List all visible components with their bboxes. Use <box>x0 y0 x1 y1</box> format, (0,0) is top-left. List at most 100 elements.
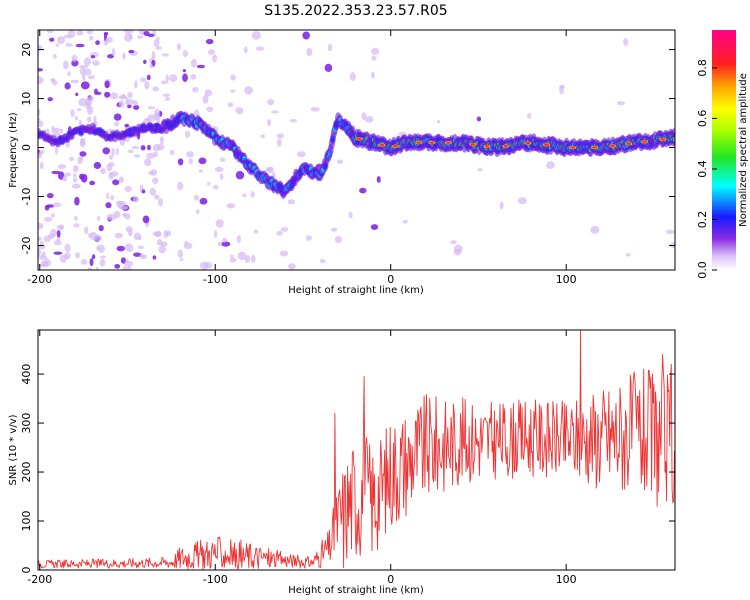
spectrogram-noise-blob <box>331 227 338 232</box>
spectrogram-noise-blob <box>237 251 247 261</box>
spectrogram-noise-blob <box>51 213 55 218</box>
spectrogram-noise-blob <box>67 30 76 38</box>
snr-x-tick-label: -200 <box>27 573 52 586</box>
spectrogram-noise-blob <box>476 116 482 122</box>
spectrogram-noise-blob <box>179 258 184 262</box>
spectrogram-noise-blob <box>590 225 600 234</box>
spectrogram-noise-blob <box>73 223 80 228</box>
spectrogram-noise-blob <box>65 42 73 47</box>
spectrogram-noise-blob <box>214 166 224 173</box>
spectrogram-noise-blob <box>214 230 218 239</box>
spectrogram-noise-blob <box>87 267 93 270</box>
spectrogram-noise-blob <box>64 82 71 90</box>
spectrogram-noise-blob <box>147 106 156 110</box>
spectrogram-noise-blob <box>202 95 209 104</box>
spectrogram-noise-blob <box>212 54 217 63</box>
spectrogram-noise-blob <box>43 235 52 243</box>
spectrogram-x-label: Height of straight line (km) <box>288 285 424 296</box>
spectrogram-noise-blob <box>55 43 60 47</box>
spectrogram-noise-blob <box>73 173 77 179</box>
spectrogram-noise-blob <box>148 171 155 175</box>
spectrogram-noise-blob <box>51 170 61 175</box>
spectrogram-noise-blob <box>159 136 164 145</box>
spectrogram-noise-blob <box>371 55 377 61</box>
spectrogram-noise-blob <box>52 79 58 86</box>
spectrogram-noise-blob <box>250 254 256 263</box>
spectrogram-noise-blob <box>62 175 68 182</box>
spectrogram-noise-blob <box>337 159 344 164</box>
spectrogram-noise-blob <box>287 199 295 205</box>
spectrogram-noise-blob <box>279 250 289 257</box>
spectrogram-noise-blob <box>38 108 41 116</box>
spectrogram-noise-blob <box>146 152 156 159</box>
spectrogram-noise-blob <box>86 30 93 35</box>
spectrogram-noise-blob <box>91 254 96 260</box>
spectrogram-noise-blob <box>98 224 104 232</box>
spectrogram-noise-blob <box>95 266 99 270</box>
colorbar-tick-label: 0.0 <box>696 261 709 279</box>
spectrogram-noise-blob <box>195 209 200 215</box>
spectrogram-noise-blob <box>71 183 81 189</box>
spectrogram-noise-blob <box>81 73 86 82</box>
spectrogram-noise-blob <box>85 101 91 110</box>
spectrogram-noise-blob <box>186 150 195 158</box>
spectrogram-noise-blob <box>152 255 157 260</box>
spectrogram-noise-blob <box>267 98 275 106</box>
spectrogram-noise-blob <box>334 235 343 243</box>
spectrogram-noise-blob <box>558 84 566 89</box>
spectrogram-noise-blob <box>143 30 150 36</box>
spectrogram-noise-blob <box>39 161 44 170</box>
spectrogram-noise-blob <box>276 133 285 139</box>
spectrogram-noise-blob <box>255 46 265 51</box>
snr-panel: -200 -100 0 100 0 100 200 300 400 Height of str… <box>8 329 676 596</box>
spectrogram-noise-blob <box>105 202 112 209</box>
spectrogram-noise-blob <box>147 144 151 151</box>
spectrogram-noise-blob <box>38 76 44 84</box>
spectrogram-noise-blob <box>215 219 224 228</box>
spectrogram-noise-blob <box>276 138 282 147</box>
spectrogram-noise-blob <box>169 149 175 156</box>
spectrogram-noise-blob <box>104 80 110 89</box>
spectrogram-noise-blob <box>144 158 152 167</box>
spectrogram-noise-blob <box>52 202 62 208</box>
spectrogram-y-label: Frequency (Hz) <box>8 112 19 188</box>
spectrogram-noise-blob <box>43 217 53 222</box>
spectrogram-noise-blob <box>437 119 441 124</box>
spectrogram-noise-blob <box>93 234 102 242</box>
spectrogram-noise-blob <box>76 108 82 112</box>
spectrogram-noise-blob <box>198 157 207 165</box>
spectrogram-noise-blob <box>206 106 214 113</box>
spectrogram-noise-blob <box>59 128 64 134</box>
spectrogram-noise-blob <box>236 235 241 244</box>
spectrogram-noise-blob <box>102 147 111 155</box>
spectrogram-noise-blob <box>104 91 111 98</box>
spectrogram-noise-blob <box>287 263 296 270</box>
spectrogram-noise-blob <box>305 235 312 241</box>
spectrogram-noise-blob <box>38 68 44 72</box>
spectrogram-noise-blob <box>193 194 200 201</box>
spectrogram-noise-blob <box>122 52 126 60</box>
spectrogram-noise-blob <box>221 238 228 243</box>
spectrogram-y-tick-label: -10 <box>20 188 33 206</box>
spectrogram-noise-blob <box>251 31 261 40</box>
spectrogram-noise-blob <box>53 251 63 255</box>
spectrogram-noise-blob <box>49 37 55 42</box>
spectrogram-noise-blob <box>260 134 266 139</box>
spectrogram-ridge-mid <box>78 131 84 136</box>
spectrogram-frame <box>37 29 676 271</box>
spectrogram-noise-blob <box>124 30 134 34</box>
spectrogram-noise-blob <box>97 215 101 222</box>
spectrogram-noise-blob <box>235 170 245 180</box>
spectrogram-noise-blob <box>665 229 675 235</box>
spectrogram-noise-blob <box>221 241 231 247</box>
snr-y-tick-label: 100 <box>20 511 33 532</box>
spectrogram-x-tick-label: 0 <box>387 273 394 286</box>
spectrogram-noise-blob <box>79 137 86 145</box>
spectrogram-noise-blob <box>146 74 151 81</box>
spectrogram-noise-blob <box>162 93 171 97</box>
spectrogram-peak <box>641 140 648 143</box>
spectrogram-noise-blob <box>86 116 92 123</box>
spectrogram-noise-blob <box>111 47 116 57</box>
spectrogram-noise-blob <box>111 147 115 157</box>
spectrogram-marks <box>38 30 675 270</box>
